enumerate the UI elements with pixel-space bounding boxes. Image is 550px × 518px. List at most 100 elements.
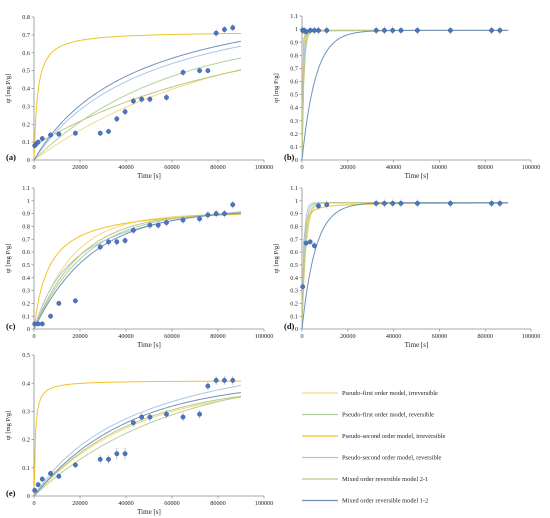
- y-tick-label: 0.7: [290, 236, 298, 243]
- data-point: [147, 222, 153, 228]
- data-point: [390, 27, 396, 33]
- data-point: [56, 131, 62, 137]
- y-tick-label: 0.4: [290, 105, 298, 112]
- panel-label: (c): [6, 321, 16, 331]
- model-curve-pso_rev: [301, 29, 509, 161]
- data-point: [230, 25, 236, 31]
- data-point: [382, 27, 387, 33]
- data-point: [139, 414, 145, 420]
- data-point: [197, 216, 203, 222]
- x-tick-label: 20000: [72, 500, 87, 507]
- data-point: [122, 238, 128, 243]
- model-curve-pso_rev: [33, 45, 242, 161]
- panel-label: (b): [284, 152, 295, 162]
- data-point: [213, 30, 219, 36]
- x-tick-label: 20000: [72, 333, 87, 340]
- data-point: [73, 130, 78, 136]
- y-tick-label: 0.8: [22, 224, 30, 231]
- x-tick-label: 80000: [477, 164, 492, 171]
- data-point: [373, 27, 379, 33]
- data-point: [197, 411, 203, 417]
- y-tick-label: 0.5: [22, 352, 30, 359]
- y-tick-label: 0.6: [290, 249, 298, 256]
- data-point: [311, 243, 317, 249]
- model-curve-pfo_rev: [33, 396, 242, 497]
- data-point: [316, 27, 321, 33]
- model-curve-pfo_rev: [301, 29, 509, 161]
- model-curve-mix21: [33, 395, 242, 497]
- y-tick-label: 0.9: [22, 211, 30, 218]
- x-tick-label: 100000: [255, 164, 274, 171]
- data-point: [164, 220, 169, 226]
- x-tick-label: 60000: [432, 164, 447, 171]
- data-point: [447, 27, 453, 33]
- x-tick-label: 80000: [210, 164, 225, 171]
- panel-label: (a): [6, 152, 16, 162]
- x-tick-label: 0: [32, 500, 35, 507]
- y-tick-label: 0.6: [22, 249, 30, 256]
- model-curve-pso_irrev: [33, 32, 242, 161]
- model-curve-mix12: [33, 40, 242, 161]
- legend-label: Pseudo-second order model, reversible: [342, 455, 442, 462]
- data-point: [130, 98, 136, 104]
- data-point: [382, 200, 387, 206]
- data-point: [324, 27, 330, 33]
- model-curve-pfo_irrev: [33, 68, 242, 161]
- y-axis-label: qt [mg P/g]: [5, 74, 12, 104]
- model-curve-mix12: [301, 29, 509, 161]
- data-point: [39, 136, 45, 141]
- data-point: [415, 27, 420, 33]
- panel-b: 0 20000 40000 60000 80000 100000 0 0.1 0.2 0.3 0.4…: [273, 13, 540, 180]
- y-tick-label: 0.5: [290, 92, 298, 99]
- y-tick-label: 0.3: [22, 409, 30, 416]
- y-tick-label: 0.1: [22, 139, 30, 146]
- y-tick-label: 0.3: [290, 118, 298, 125]
- y-tick-label: 0.4: [22, 86, 30, 93]
- data-point: [303, 29, 309, 35]
- y-tick-label: 0.2: [22, 121, 30, 128]
- y-tick-label: 0.5: [290, 262, 298, 269]
- data-point: [35, 139, 41, 145]
- y-axis-label: qt [mg P/g]: [5, 411, 12, 441]
- data-point: [303, 240, 309, 246]
- data-point: [106, 456, 111, 462]
- model-curve-pso_irrev: [301, 202, 509, 330]
- x-tick-label: 80000: [210, 333, 225, 340]
- model-curve-mix21: [33, 213, 242, 330]
- x-axis-label: Time [s]: [405, 341, 429, 349]
- x-axis-label: Time [s]: [137, 341, 161, 349]
- data-point: [56, 300, 62, 306]
- data-point: [122, 451, 128, 457]
- y-tick-label: 0.3: [22, 103, 30, 110]
- x-tick-label: 100000: [522, 333, 541, 340]
- data-point: [213, 211, 219, 217]
- y-axis-label: qt [mg P/g]: [5, 244, 12, 274]
- data-point: [373, 200, 379, 206]
- y-tick-label: 0.1: [22, 313, 30, 320]
- x-axis-label: Time [s]: [405, 172, 429, 180]
- x-tick-label: 40000: [118, 500, 133, 507]
- data-point: [230, 377, 236, 383]
- y-tick-label: 0.7: [290, 65, 298, 72]
- data-point: [307, 27, 313, 33]
- y-tick-label: 0.8: [22, 14, 30, 21]
- x-tick-label: 100000: [255, 500, 274, 507]
- y-tick-label: 0.1: [290, 144, 298, 151]
- data-point: [205, 68, 211, 74]
- data-point: [180, 414, 186, 420]
- model-curve-mix21: [301, 29, 509, 161]
- data-point: [497, 27, 503, 33]
- model-curve-pso_irrev: [33, 380, 242, 497]
- data-point: [114, 239, 120, 245]
- legend-label: Pseudo-second order model, irreversible: [342, 433, 445, 440]
- data-point: [205, 383, 211, 389]
- x-tick-label: 40000: [118, 164, 133, 171]
- model-curve-mix12: [33, 392, 242, 497]
- data-point: [415, 200, 420, 206]
- panel-c: 0 20000 40000 60000 80000 100000 0 0.1 0.2 0.3 0.4…: [5, 185, 273, 349]
- model-curve-pfo_rev: [33, 57, 242, 161]
- x-tick-label: 0: [32, 164, 35, 171]
- y-tick-label: 0.2: [290, 300, 298, 307]
- y-tick-label: 0.2: [22, 437, 30, 444]
